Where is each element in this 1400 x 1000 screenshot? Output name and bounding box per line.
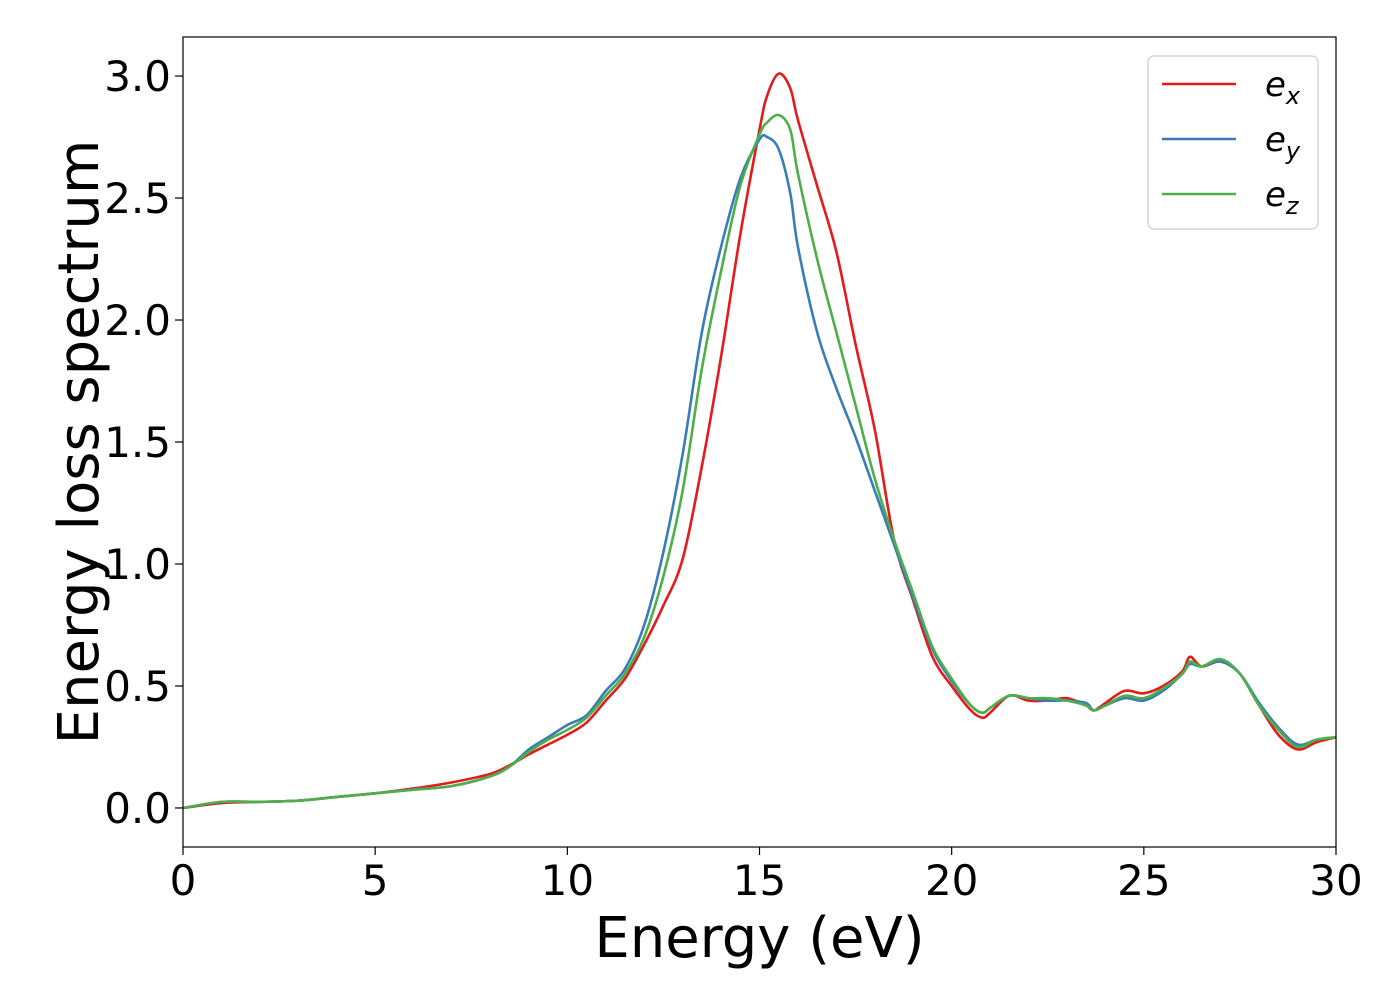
y-tick-label: 1.5	[104, 418, 171, 467]
x-tick-label: 10	[541, 856, 594, 905]
y-tick-label: 2.0	[104, 296, 171, 345]
series-layer	[183, 72, 1336, 810]
y-tick-label: 0.5	[104, 662, 171, 711]
x-tick-label: 25	[1117, 856, 1170, 905]
legend: ex ey ez	[1147, 55, 1319, 230]
x-axis: 0 5 10 15 20 25 30	[170, 847, 1363, 905]
x-tick-label: 30	[1309, 856, 1362, 905]
x-axis-title: Energy (eV)	[594, 906, 924, 971]
legend-label-y: ey	[1265, 120, 1301, 165]
x-tick-label: 20	[925, 856, 978, 905]
x-tick-label: 15	[733, 856, 786, 905]
y-axis-title: Energy loss spectrum	[47, 140, 112, 745]
legend-label-x: ex	[1265, 65, 1301, 110]
legend-label-z: ez	[1265, 175, 1300, 220]
y-tick-label: 3.0	[104, 52, 171, 101]
y-tick-label: 1.0	[104, 540, 171, 589]
y-tick-label: 2.5	[104, 174, 171, 223]
y-tick-label: 0.0	[104, 784, 171, 833]
x-tick-label: 0	[170, 856, 197, 905]
legend-box	[1147, 55, 1319, 230]
series-line-z	[183, 113, 1336, 810]
x-tick-label: 5	[362, 856, 389, 905]
series-line-y	[183, 133, 1336, 810]
y-axis: 0.0 0.5 1.0 1.5 2.0 2.5 3.0	[104, 52, 183, 833]
series-line-x	[183, 72, 1336, 810]
